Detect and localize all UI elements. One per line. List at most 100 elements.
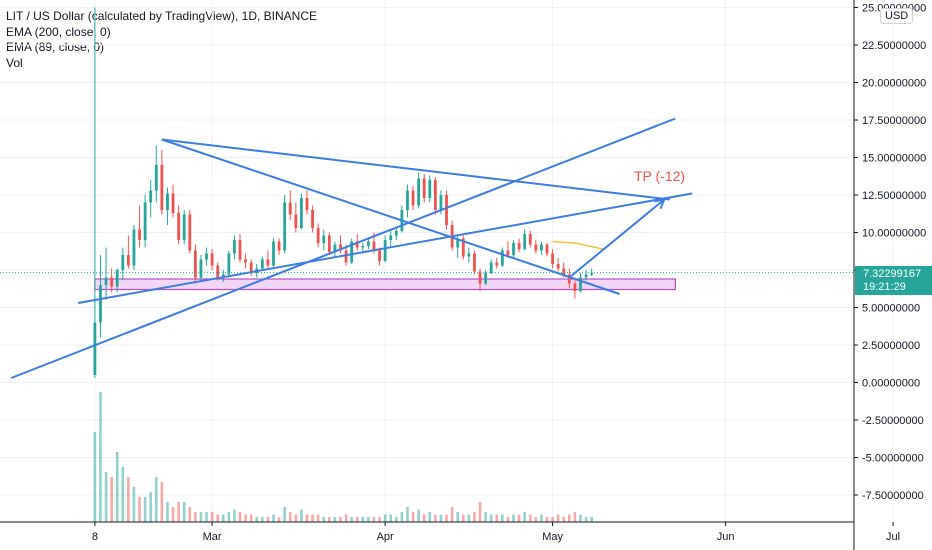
candles: [93, 7, 594, 378]
volume-bar: [372, 517, 376, 522]
volume-bar: [233, 509, 236, 522]
volume-bar: [160, 482, 164, 522]
volume-bar: [389, 514, 393, 522]
candle-body: [467, 253, 471, 257]
candle-body: [344, 250, 348, 263]
candle-body: [193, 250, 197, 278]
volume-bar: [138, 497, 141, 522]
candle-body: [221, 274, 225, 278]
volume-bar: [205, 512, 208, 522]
candle-body: [428, 180, 432, 198]
trendlines[interactable]: [10, 117, 693, 379]
candle-body: [311, 210, 314, 228]
candle-body: [523, 234, 527, 249]
candle-body: [517, 243, 521, 249]
candle-body: [99, 285, 102, 323]
volume-bar: [489, 514, 493, 522]
candle-body: [132, 229, 136, 266]
volume-bar: [545, 517, 549, 522]
take-profit-label[interactable]: TP (-12): [634, 168, 686, 184]
volume-bar: [568, 514, 571, 522]
volume-bar: [272, 514, 275, 522]
y-tick-label: 22.50000000: [862, 40, 926, 52]
candle-body: [238, 240, 242, 260]
volume-bar: [221, 514, 225, 522]
volume-bar: [579, 514, 582, 522]
candle-body: [439, 195, 443, 210]
candle-body: [93, 322, 97, 375]
volume-bar: [556, 514, 560, 522]
trendline: [161, 138, 620, 295]
volume-bar: [367, 517, 370, 522]
indicator-ema-89[interactable]: EMA (89, close, 0): [6, 40, 105, 54]
candle-body: [126, 255, 130, 266]
ema-line-group: [552, 240, 603, 250]
candle-body: [316, 228, 320, 243]
candle-body: [322, 235, 326, 243]
candle-body: [339, 244, 342, 251]
volume-bar: [182, 502, 186, 522]
volume-bar: [590, 517, 593, 522]
volume-bar: [434, 514, 437, 522]
volume-bar: [361, 517, 365, 522]
volume-bar: [350, 517, 353, 522]
volume-bar: [461, 514, 465, 522]
volume-bar: [244, 514, 247, 522]
candle-body: [506, 250, 510, 255]
volume-bar: [411, 512, 415, 522]
candle-body: [445, 195, 448, 225]
candle-body: [249, 262, 253, 273]
candle-body: [573, 283, 577, 291]
volume-bar: [311, 514, 314, 522]
candle-body: [199, 259, 203, 278]
volume-bar: [439, 514, 443, 522]
candle-body: [562, 268, 566, 275]
y-tick-label: 10.00000000: [862, 228, 926, 240]
volume-bar: [478, 502, 482, 522]
volume-bar: [512, 514, 515, 522]
y-tick-label: 15.00000000: [862, 153, 926, 165]
candle-body: [433, 180, 437, 210]
candle-body: [556, 264, 560, 269]
chart-title: LIT / US Dollar (calculated by TradingVi…: [6, 9, 318, 23]
indicator-volume[interactable]: Vol: [6, 55, 23, 70]
candle-body: [143, 202, 147, 240]
volume-bar: [322, 517, 326, 522]
volume-bar: [110, 477, 113, 522]
candle-body: [227, 253, 231, 275]
volume-bar: [495, 514, 499, 522]
candle-body: [528, 234, 532, 245]
candle-body: [272, 241, 275, 266]
volume-bar: [562, 517, 566, 522]
volume-bar: [255, 517, 259, 522]
candle-body: [389, 235, 393, 240]
candle-body: [138, 229, 141, 240]
candle-body: [484, 273, 488, 284]
candle-body: [540, 244, 543, 251]
candle-body: [500, 250, 504, 266]
volume-bar: [261, 517, 264, 522]
volume-bar: [540, 514, 543, 522]
volume-bar: [523, 512, 526, 522]
candle-body: [283, 202, 287, 251]
candle-body: [545, 244, 549, 254]
volume-bar: [417, 509, 420, 522]
volume-bar: [171, 507, 175, 522]
volume-bar: [339, 517, 342, 522]
projection-arrow: [568, 198, 665, 279]
indicator-ema-200[interactable]: EMA (200, close, 0): [6, 24, 111, 39]
candle-body: [210, 253, 214, 266]
candle-body: [361, 246, 365, 248]
volume-bar: [445, 514, 448, 522]
volume-bar: [210, 512, 214, 522]
projection-arrow-head: [654, 198, 666, 210]
candle-body: [473, 253, 476, 272]
volume-bar: [188, 507, 192, 522]
candle-body: [110, 277, 114, 287]
volume-bar: [344, 514, 348, 522]
volume-bar: [584, 517, 588, 522]
volume-bar: [422, 514, 426, 522]
currency-button[interactable]: USD: [880, 8, 914, 24]
candle-body: [551, 253, 554, 264]
